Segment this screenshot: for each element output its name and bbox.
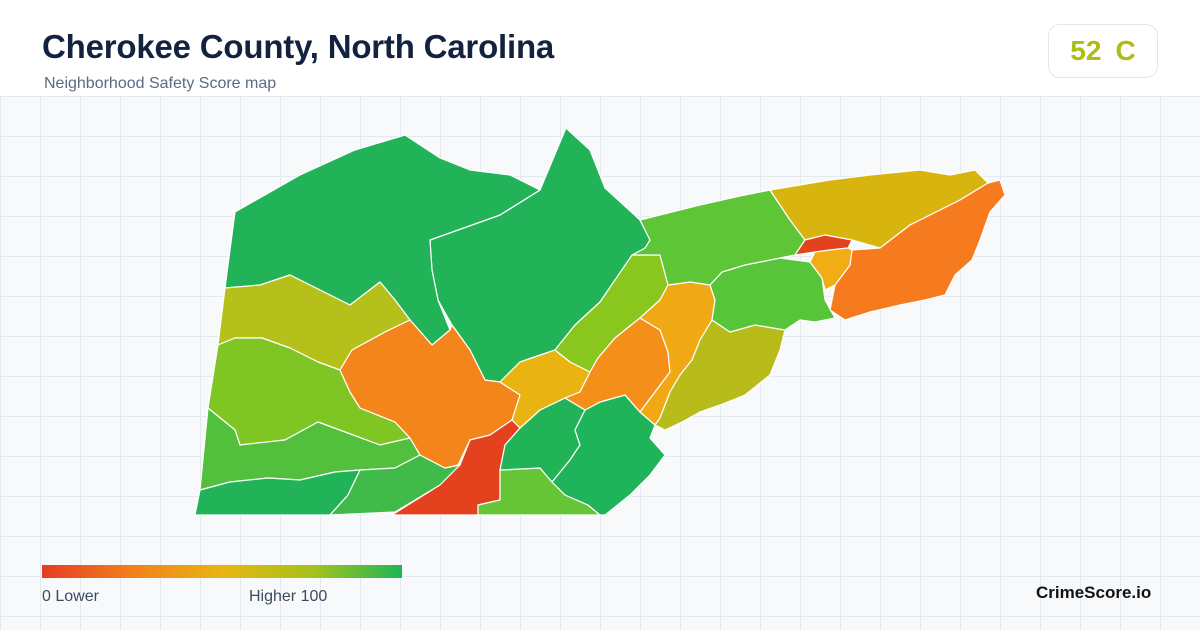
legend-max-label: Higher 100 [249,588,328,605]
score-value: 52 [1070,35,1102,66]
page-title: Cherokee County, North Carolina [42,28,555,65]
page-subtitle: Neighborhood Safety Score map [44,75,277,92]
legend-min-label: 0 Lower [42,588,99,605]
brand-logo-text[interactable]: CrimeScore.io [1036,583,1152,602]
header-bar [0,0,1200,96]
map-region-far-east-orange[interactable] [829,179,1006,321]
score-grade: C [1115,35,1136,66]
map-region-southwest-bottom[interactable] [194,469,361,516]
safety-score-badge: 52 C [1048,24,1158,78]
map-region-notch-amber[interactable] [809,247,853,291]
map-region-northeast-lime[interactable] [631,189,806,286]
legend-color-bar [42,565,402,578]
